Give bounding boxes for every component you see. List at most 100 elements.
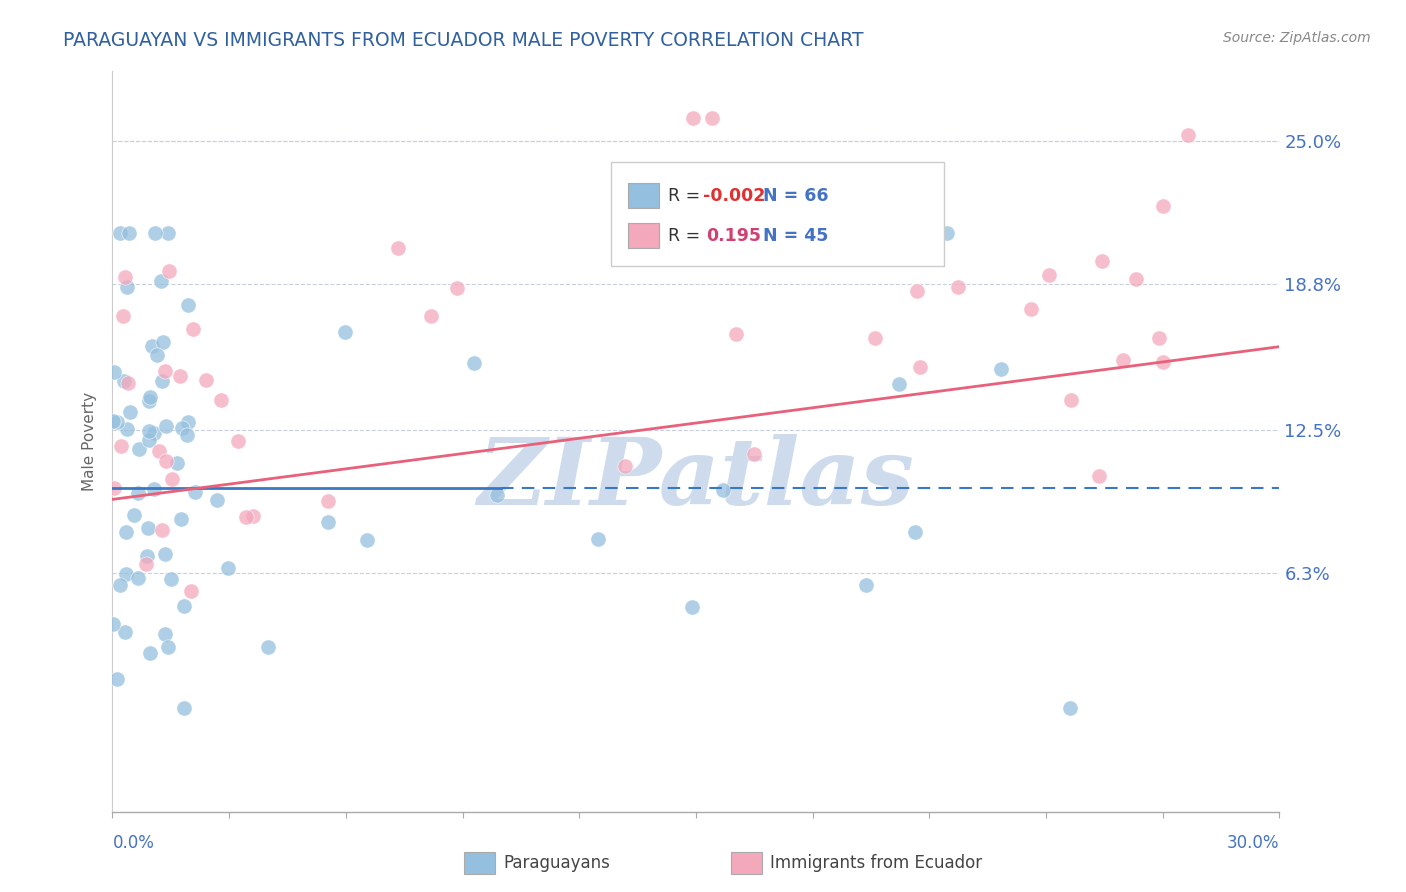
Point <box>335 325 357 339</box>
Point <box>194 373 217 387</box>
Point <box>136 549 159 563</box>
Point <box>725 327 748 342</box>
Point <box>486 488 509 502</box>
Point <box>115 524 138 539</box>
Point <box>110 439 132 453</box>
Point <box>149 274 172 288</box>
Point <box>1152 355 1174 369</box>
Point <box>115 567 138 582</box>
Point <box>682 111 704 125</box>
Point <box>114 269 136 284</box>
Point <box>114 624 136 639</box>
Point <box>138 393 160 408</box>
Point <box>115 422 138 436</box>
Text: ZIPatlas: ZIPatlas <box>478 434 914 524</box>
Point <box>177 415 200 429</box>
Point <box>887 377 910 392</box>
Text: 30.0%: 30.0% <box>1227 834 1279 852</box>
Point <box>153 547 176 561</box>
Point <box>1059 700 1081 714</box>
Point <box>146 349 169 363</box>
Point <box>463 356 485 370</box>
Point <box>242 508 264 523</box>
Text: PARAGUAYAN VS IMMIGRANTS FROM ECUADOR MALE POVERTY CORRELATION CHART: PARAGUAYAN VS IMMIGRANTS FROM ECUADOR MA… <box>63 31 863 50</box>
Point <box>681 599 703 614</box>
Text: N = 66: N = 66 <box>763 187 828 205</box>
Point <box>108 227 131 241</box>
Point <box>101 414 124 428</box>
Point <box>446 281 468 295</box>
Point <box>141 338 163 352</box>
Point <box>122 508 145 522</box>
Point <box>184 485 207 500</box>
Point <box>226 434 249 449</box>
Point <box>173 599 195 613</box>
Point <box>108 578 131 592</box>
Point <box>103 365 125 379</box>
Point <box>101 616 124 631</box>
Point <box>217 561 239 575</box>
Point <box>160 572 183 586</box>
Point <box>936 227 959 241</box>
Point <box>1149 331 1171 345</box>
Point <box>1125 271 1147 285</box>
Point <box>177 298 200 312</box>
Text: 0.0%: 0.0% <box>112 834 155 852</box>
Point <box>855 578 877 592</box>
Point <box>1091 254 1114 268</box>
Point <box>111 310 134 324</box>
Point <box>139 646 162 660</box>
Point <box>150 523 173 537</box>
Point <box>148 444 170 458</box>
Point <box>181 322 204 336</box>
Point <box>142 482 165 496</box>
Point <box>1111 353 1133 368</box>
Point <box>205 492 228 507</box>
Point <box>1038 268 1060 282</box>
Point <box>143 425 166 440</box>
Point <box>112 374 135 388</box>
Point <box>135 557 157 571</box>
Point <box>157 264 180 278</box>
Point <box>115 280 138 294</box>
Point <box>905 284 928 298</box>
Point <box>316 494 339 508</box>
Point <box>946 280 969 294</box>
Point <box>1087 468 1109 483</box>
Point <box>614 458 637 473</box>
Point <box>155 418 177 433</box>
Text: R =: R = <box>668 227 711 245</box>
Point <box>209 392 232 407</box>
Point <box>1177 128 1199 142</box>
Point <box>155 627 177 641</box>
Point <box>157 640 180 655</box>
Point <box>1019 301 1042 316</box>
Point <box>152 335 174 350</box>
Point <box>136 521 159 535</box>
Point <box>645 221 668 235</box>
Point <box>316 515 339 529</box>
Point <box>117 227 139 241</box>
Point <box>128 442 150 457</box>
Point <box>127 486 149 500</box>
Point <box>160 472 183 486</box>
Point <box>711 483 734 497</box>
Point <box>166 456 188 470</box>
Point <box>127 571 149 585</box>
Point <box>742 447 765 461</box>
Point <box>153 364 176 378</box>
Text: Paraguayans: Paraguayans <box>503 855 610 872</box>
Point <box>155 454 177 468</box>
Text: 0.195: 0.195 <box>706 227 761 245</box>
Point <box>235 510 257 524</box>
Point <box>586 533 609 547</box>
Point <box>143 227 166 241</box>
Point <box>139 390 162 404</box>
Point <box>990 362 1012 376</box>
Point <box>908 359 931 374</box>
Point <box>420 309 443 323</box>
Point <box>863 331 886 345</box>
Point <box>169 368 191 383</box>
Point <box>150 374 173 388</box>
Point <box>117 376 139 390</box>
